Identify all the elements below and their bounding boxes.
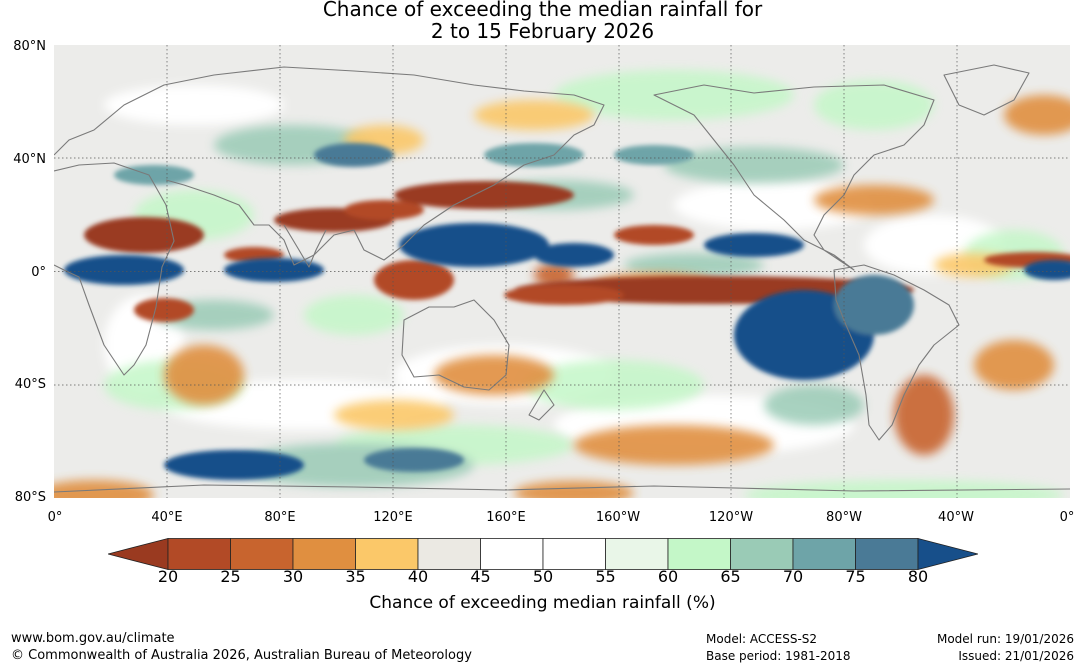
colorbar-tick-label: 80 (907, 567, 929, 586)
antarctica-coastline (54, 484, 1070, 493)
colorbar-tick-label: 70 (782, 567, 804, 586)
india-coastline (283, 224, 327, 268)
greenland-coastline (943, 64, 1030, 116)
lat-label-equator: 0° (31, 265, 46, 280)
lat-label-40n: 40°N (13, 152, 46, 167)
colorbar-bin (542, 538, 606, 570)
copyright-text: © Commonwealth of Australia 2026, Austra… (11, 648, 472, 663)
drier-orange-layer (54, 95, 1070, 498)
graticule (54, 45, 1070, 498)
lat-label-80s: 80°S (14, 490, 46, 505)
colorbar-bin (292, 538, 356, 570)
north-america-coastline (653, 84, 935, 271)
base-period: Base period: 1981-2018 (706, 649, 851, 663)
lon-label-80w: 80°W (826, 510, 862, 525)
colorbar-tick-label: 50 (532, 567, 554, 586)
lon-label-160e: 160°E (486, 510, 526, 525)
model-run-date: Model run: 19/01/2026 (936, 632, 1074, 646)
colorbar-tick-label: 40 (407, 567, 429, 586)
colorbar-bin (167, 538, 231, 570)
africa-coastline (54, 162, 175, 376)
lon-label-0-west: 0° (47, 510, 63, 525)
map-title-line1: Chance of exceeding the median rainfall … (322, 0, 763, 21)
colorbar-bin (355, 538, 419, 570)
coastlines (54, 64, 1070, 493)
colorbar-bin (230, 538, 294, 570)
colorbar-tick-label: 25 (220, 567, 241, 586)
colorbar-bin (667, 538, 731, 570)
lon-label-160w: 160°W (595, 510, 641, 525)
colorbar-under-arrow (108, 538, 169, 570)
south-america-coastline (833, 264, 960, 441)
colorbar-tick-label: 65 (720, 567, 741, 586)
model-name: Model: ACCESS-S2 (706, 632, 818, 646)
colorbar-bin (417, 538, 481, 570)
lat-label-40s: 40°S (14, 377, 46, 392)
colorbar-bin (480, 538, 544, 570)
colorbar-tick-label: 55 (595, 567, 616, 586)
colorbar-tick-label: 45 (470, 567, 491, 586)
lon-label-40w: 40°W (938, 510, 974, 525)
europe-asia-coastline (54, 66, 605, 266)
colorbar-bin (730, 538, 794, 570)
colorbar-bin (855, 538, 919, 570)
lon-label-120e: 120°E (373, 510, 413, 525)
colorbar-tick-label: 60 (657, 567, 679, 586)
rainfall-probability-map (54, 45, 1070, 498)
australia-coastline (401, 299, 510, 391)
colorbar-over-arrow (917, 538, 978, 570)
lon-label-0-east: 0° (1059, 510, 1075, 525)
colorbar-tick-label: 75 (845, 567, 866, 586)
issued-date: Issued: 21/01/2026 (958, 649, 1074, 663)
colorbar-bin (605, 538, 669, 570)
lat-label-80n: 80°N (13, 39, 46, 54)
colorbar-tick-label: 30 (282, 567, 304, 586)
lon-label-80e: 80°E (264, 510, 296, 525)
colorbar-label: Chance of exceeding median rainfall (%) (369, 593, 716, 613)
lon-label-120w: 120°W (708, 510, 754, 525)
new-zealand-coastline (528, 389, 555, 421)
strong-wet-layer (64, 143, 1070, 480)
colorbar-bin (792, 538, 856, 570)
map-title-line2: 2 to 15 February 2026 (430, 19, 655, 43)
colorbar-tick-label: 20 (157, 567, 179, 586)
colorbar (108, 538, 978, 570)
lon-label-40e: 40°E (151, 510, 183, 525)
colorbar-tick-label: 35 (345, 567, 366, 586)
website-link[interactable]: www.bom.gov.au/climate (11, 631, 175, 646)
